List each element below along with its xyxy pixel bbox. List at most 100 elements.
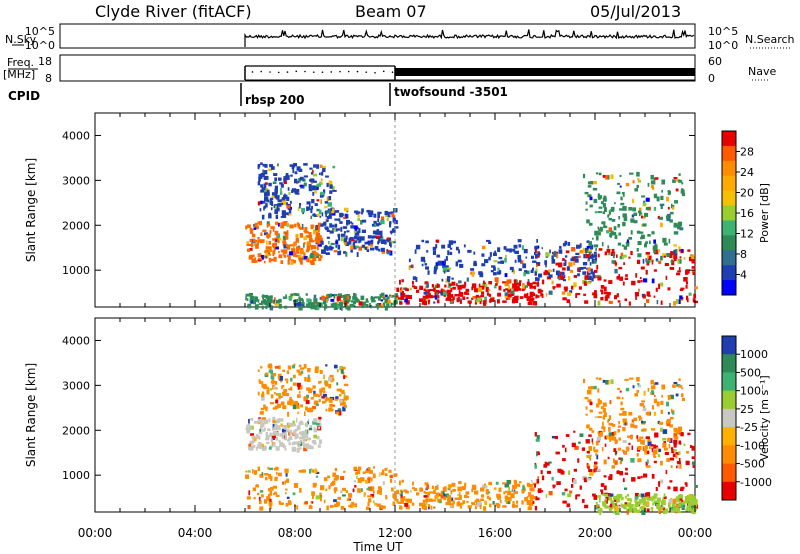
- echo-cell: [584, 300, 589, 304]
- echo-cell: [630, 498, 632, 502]
- echo-cell: [609, 400, 612, 405]
- echo-cell: [440, 494, 444, 499]
- echo-cell: [545, 270, 550, 274]
- echo-cell: [464, 482, 467, 487]
- echo-cell: [272, 373, 277, 377]
- echo-cell: [399, 290, 402, 293]
- echo-cell: [608, 432, 612, 437]
- echo-cell: [296, 250, 300, 254]
- echo-cell: [653, 250, 657, 253]
- echo-cell: [643, 503, 647, 506]
- echo-cell: [498, 256, 503, 260]
- echo-cell: [586, 478, 591, 481]
- echo-cell: [424, 505, 427, 511]
- echo-cell: [352, 241, 355, 247]
- echo-cell: [564, 288, 568, 292]
- echo-cell: [318, 237, 323, 242]
- echo-cell: [624, 502, 628, 505]
- echo-cell: [455, 246, 459, 251]
- echo-cell: [271, 204, 274, 206]
- echo-cell: [316, 187, 319, 191]
- echo-cell: [310, 240, 315, 243]
- echo-cell: [268, 363, 272, 369]
- echo-cell: [433, 489, 436, 494]
- echo-cell: [400, 293, 405, 298]
- x-tick-label: 04:00: [178, 526, 213, 540]
- echo-cell: [593, 449, 599, 453]
- echo-cell: [432, 499, 437, 502]
- echo-cell: [497, 261, 501, 264]
- echo-cell: [613, 458, 615, 464]
- echo-cell: [428, 498, 433, 502]
- echo-cell: [681, 506, 685, 510]
- echo-cell: [370, 477, 373, 482]
- echo-cell: [339, 365, 343, 371]
- echo-cell: [328, 383, 332, 389]
- echo-cell: [460, 300, 462, 304]
- echo-cell: [441, 260, 445, 266]
- echo-cell: [318, 416, 322, 420]
- echo-cell: [327, 475, 331, 479]
- echo-cell: [639, 507, 643, 510]
- echo-cell: [623, 216, 628, 222]
- echo-cell: [400, 496, 405, 501]
- echo-cell: [313, 252, 318, 257]
- echo-cell: [376, 304, 380, 307]
- echo-cell: [663, 496, 667, 499]
- echo-cell: [683, 443, 686, 447]
- echo-cell: [282, 214, 287, 218]
- echo-cell: [651, 473, 655, 479]
- echo-cell: [257, 240, 259, 245]
- echo-cell: [597, 495, 601, 498]
- echo-cell: [341, 236, 344, 242]
- echo-cell: [411, 502, 415, 506]
- echo-cell: [265, 437, 270, 441]
- echo-cell: [284, 433, 287, 439]
- echo-cell: [551, 476, 554, 481]
- echo-cell: [445, 297, 450, 301]
- echo-cell: [329, 245, 332, 249]
- echo-cell: [386, 237, 390, 241]
- echo-cell: [343, 216, 347, 219]
- echo-cell: [390, 478, 393, 483]
- echo-cell: [653, 500, 658, 505]
- echo-cell: [314, 468, 317, 474]
- echo-cell: [372, 500, 375, 504]
- echo-cell: [294, 299, 299, 303]
- echo-cell: [282, 481, 285, 485]
- echo-cell: [258, 257, 262, 260]
- echo-cell: [320, 171, 324, 176]
- echo-cell: [568, 276, 571, 281]
- echo-cell: [564, 240, 568, 245]
- echo-cell: [691, 445, 696, 451]
- echo-cell: [586, 424, 590, 429]
- echo-cell: [397, 297, 402, 300]
- echo-cell: [575, 494, 578, 500]
- echo-cell: [433, 266, 437, 272]
- echo-cell: [462, 500, 466, 504]
- echo-cell: [257, 466, 260, 471]
- echo-cell: [583, 253, 586, 259]
- echo-cell: [311, 185, 316, 191]
- echo-cell: [589, 262, 592, 266]
- echo-cell: [536, 255, 540, 258]
- echo-cell: [267, 364, 270, 368]
- echo-cell: [443, 291, 448, 296]
- echo-cell: [289, 435, 293, 439]
- echo-cell: [268, 298, 273, 303]
- echo-cell: [647, 387, 650, 392]
- colorbar-tick-label: 8: [740, 248, 747, 261]
- echo-cell: [611, 219, 616, 222]
- echo-cell: [457, 259, 462, 263]
- echo-cell: [297, 181, 299, 184]
- echo-cell: [345, 490, 349, 493]
- echo-cell: [255, 433, 259, 438]
- echo-cell: [651, 405, 654, 410]
- freq-label-line2: [MHz]: [3, 68, 35, 81]
- echo-cell: [349, 297, 351, 302]
- echo-cell: [356, 252, 359, 257]
- echo-cell: [518, 282, 521, 286]
- echo-cell: [247, 470, 251, 473]
- echo-cell: [287, 439, 291, 442]
- echo-cell: [610, 500, 615, 504]
